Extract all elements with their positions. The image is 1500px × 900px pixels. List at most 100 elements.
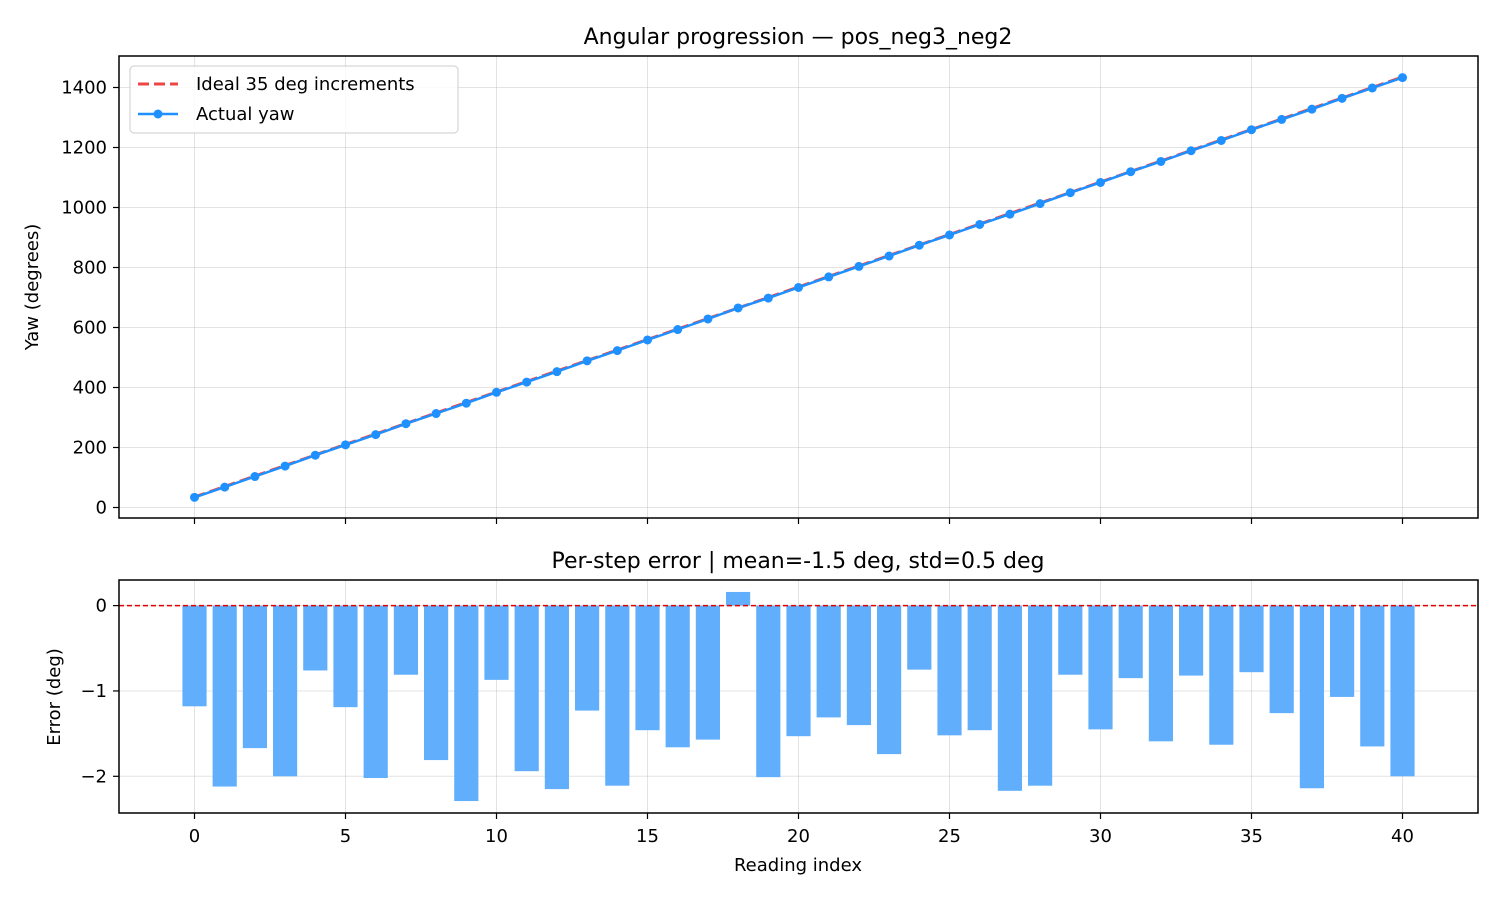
top-plot-area bbox=[190, 73, 1407, 502]
error-bar bbox=[454, 605, 479, 802]
error-bar bbox=[967, 605, 992, 731]
legend-actual-label: Actual yaw bbox=[196, 104, 295, 125]
error-bar bbox=[756, 605, 781, 778]
actual-yaw-point bbox=[492, 387, 501, 397]
actual-yaw-point bbox=[1065, 188, 1075, 198]
error-bar bbox=[182, 605, 207, 707]
bottom-x-axis-label: Reading index bbox=[734, 855, 862, 876]
bottom-y-tick-label: 0 bbox=[96, 596, 107, 617]
bottom-y-tick-label: −2 bbox=[80, 766, 107, 787]
actual-yaw-point bbox=[280, 461, 290, 471]
bottom-x-tick-label: 20 bbox=[787, 826, 810, 847]
actual-yaw-point bbox=[643, 335, 652, 345]
actual-yaw-point bbox=[552, 367, 562, 377]
bottom-x-tick-label: 10 bbox=[485, 826, 508, 847]
error-bar bbox=[695, 605, 720, 740]
bottom-y-tick-label: −1 bbox=[80, 681, 107, 702]
error-bar bbox=[1390, 605, 1415, 777]
bottom-x-tick-label: 5 bbox=[340, 826, 351, 847]
top-axes: 0 200 400 600 800 1000 1200 1400 Angular progre… bbox=[22, 25, 1479, 524]
error-bar bbox=[575, 605, 600, 711]
bottom-x-tick-label: 25 bbox=[938, 826, 961, 847]
error-bar bbox=[816, 605, 841, 718]
bottom-ticks: 0 5 10 15 20 25 30 35 40 0 −1 −2 bbox=[80, 596, 1414, 847]
actual-yaw-point bbox=[1035, 199, 1045, 209]
actual-yaw-point bbox=[945, 230, 954, 240]
actual-yaw-point bbox=[1156, 156, 1166, 166]
top-y-tick-label: 800 bbox=[73, 258, 107, 279]
bottom-x-tick-label: 35 bbox=[1240, 826, 1263, 847]
error-bar bbox=[363, 605, 388, 779]
actual-yaw-point bbox=[341, 440, 350, 450]
actual-yaw-point bbox=[975, 219, 985, 229]
error-bar bbox=[1360, 605, 1385, 747]
error-bar bbox=[846, 605, 871, 726]
top-y-tick-label: 1400 bbox=[61, 78, 107, 99]
actual-yaw-point bbox=[1126, 167, 1136, 177]
error-bar bbox=[877, 605, 902, 755]
top-y-tick-label: 0 bbox=[96, 498, 107, 519]
actual-yaw-point bbox=[703, 314, 713, 324]
actual-yaw-point bbox=[1398, 73, 1407, 83]
actual-yaw-point bbox=[250, 472, 260, 482]
actual-yaw-point bbox=[1337, 93, 1347, 103]
error-bar bbox=[786, 605, 811, 737]
error-bar bbox=[544, 605, 569, 790]
error-bar bbox=[1179, 605, 1204, 676]
error-bar bbox=[514, 605, 539, 772]
error-bar bbox=[212, 605, 237, 787]
actual-yaw-point bbox=[582, 356, 592, 366]
error-bar bbox=[333, 605, 358, 708]
actual-yaw-point bbox=[1216, 135, 1226, 145]
error-bar bbox=[1209, 605, 1234, 745]
bottom-plot-area bbox=[119, 591, 1478, 802]
legend-box bbox=[129, 65, 459, 134]
error-bar bbox=[1118, 605, 1143, 679]
actual-yaw-point bbox=[884, 251, 894, 261]
actual-yaw-point bbox=[1307, 104, 1317, 114]
actual-yaw-point bbox=[461, 398, 471, 408]
actual-yaw-point bbox=[190, 492, 199, 502]
bottom-y-axis-label: Error (deg) bbox=[44, 648, 65, 746]
bottom-x-tick-label: 15 bbox=[636, 826, 659, 847]
actual-yaw-point bbox=[914, 240, 924, 250]
legend: Ideal 35 deg increments Actual yaw bbox=[129, 65, 459, 134]
error-bar bbox=[1299, 605, 1324, 789]
error-bar bbox=[726, 591, 751, 606]
top-y-tick-label: 200 bbox=[73, 438, 107, 459]
error-bar bbox=[1028, 605, 1053, 786]
error-bar bbox=[1088, 605, 1113, 730]
actual-yaw-point bbox=[431, 409, 441, 419]
actual-yaw-point bbox=[612, 346, 622, 356]
error-bar bbox=[1239, 605, 1264, 673]
actual-yaw-point bbox=[310, 450, 320, 460]
actual-yaw-point bbox=[1367, 83, 1377, 93]
top-y-tick-label: 1200 bbox=[61, 138, 107, 159]
top-y-axis-label: Yaw (degrees) bbox=[22, 224, 43, 352]
actual-yaw-point bbox=[1247, 125, 1256, 135]
actual-yaw-point bbox=[1277, 114, 1287, 124]
actual-yaw-point bbox=[1005, 209, 1015, 219]
error-bar bbox=[393, 605, 418, 675]
top-y-tick-label: 400 bbox=[73, 378, 107, 399]
actual-yaw-point bbox=[522, 377, 532, 387]
error-bar bbox=[303, 605, 328, 671]
actual-yaw-point bbox=[733, 303, 743, 313]
actual-yaw-point bbox=[794, 282, 803, 292]
actual-yaw-point bbox=[1186, 146, 1196, 156]
error-bar bbox=[1269, 605, 1294, 714]
error-bar bbox=[1148, 605, 1173, 742]
top-y-tick-label: 600 bbox=[73, 318, 107, 339]
actual-yaw-point bbox=[854, 261, 864, 271]
top-grid bbox=[119, 56, 1478, 518]
bottom-x-tick-label: 0 bbox=[189, 826, 200, 847]
legend-actual-marker bbox=[153, 109, 163, 119]
error-bar bbox=[1330, 605, 1355, 697]
bottom-chart-title: Per-step error | mean=-1.5 deg, std=0.5 … bbox=[552, 549, 1045, 574]
error-bar bbox=[937, 605, 962, 736]
actual-yaw-point bbox=[1096, 177, 1105, 187]
top-chart-title: Angular progression — pos_neg3_neg2 bbox=[584, 25, 1013, 50]
error-bar bbox=[997, 605, 1022, 791]
error-bar bbox=[424, 605, 449, 761]
